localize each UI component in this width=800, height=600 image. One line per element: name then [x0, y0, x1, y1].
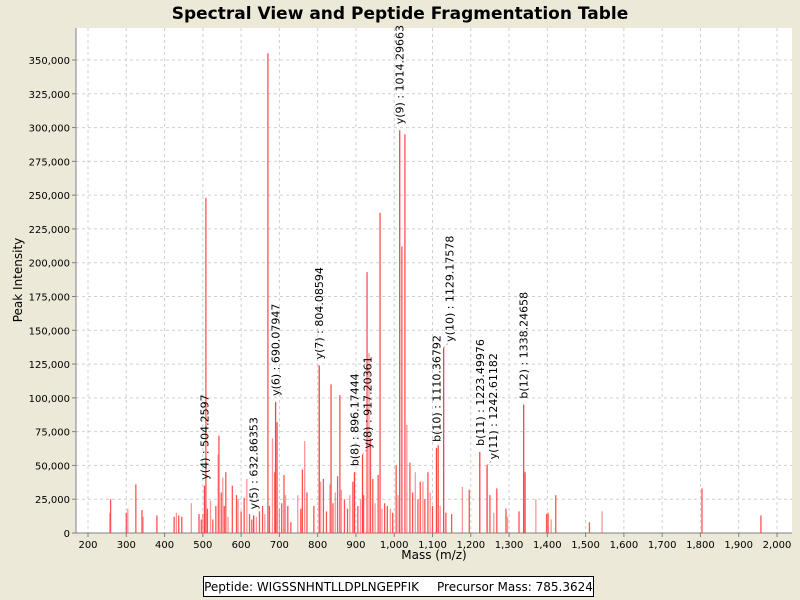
y-tick-label: 300,000	[29, 124, 70, 135]
y-tick-label: 225,000	[29, 225, 70, 236]
y-tick-label: 75,000	[35, 428, 70, 439]
x-tick-label: 1,900	[724, 540, 753, 551]
x-tick-label: 300	[117, 540, 136, 551]
x-tick-label: 900	[346, 540, 365, 551]
y-tick-label: 150,000	[29, 326, 70, 337]
x-axis-label: Mass (m/z)	[401, 548, 466, 562]
x-tick-label: 1,800	[686, 540, 715, 551]
x-tick-label: 400	[155, 540, 174, 551]
peptide-label: Peptide: WIGSSNHNTLLDPLNGEPFIK	[204, 579, 419, 594]
y-tick-label: 25,000	[35, 495, 70, 506]
x-tick-label: 1,700	[648, 540, 677, 551]
annotation-leader	[362, 448, 368, 455]
y-tick-label: 250,000	[29, 191, 70, 202]
x-tick-label: 1,000	[380, 540, 409, 551]
annotation-leader	[443, 341, 450, 349]
x-tick-label: 1,500	[571, 540, 600, 551]
peak-annotation: b(12) : 1338.24658	[518, 292, 531, 399]
peak-annotation: b(8) : 896.17444	[348, 373, 361, 466]
peak-annotation: y(10) : 1129.17578	[443, 236, 456, 342]
x-tick-label: 200	[78, 540, 97, 551]
peak-annotation: y(6) : 690.07947	[270, 304, 283, 396]
peak-annotation: y(8) : 917.20361	[361, 356, 374, 448]
annotation-leader	[486, 459, 494, 466]
peak-annotation: y(7) : 804.08594	[313, 267, 326, 359]
plot-area	[76, 28, 792, 533]
legend-box: Peptide: WIGSSNHNTLLDPLNGEPFIK Precursor…	[203, 576, 594, 597]
y-tick-label: 175,000	[29, 293, 70, 304]
precursor-mass-label: Precursor Mass: 785.3624	[437, 579, 593, 594]
x-tick-label: 500	[193, 540, 212, 551]
y-tick-label: 0	[64, 529, 70, 540]
peak-annotation: y(4) : 504.2597	[198, 394, 211, 479]
peak-annotation: b(10) : 1110.36792	[430, 335, 443, 442]
x-tick-label: 1,200	[456, 540, 485, 551]
y-tick-label: 350,000	[29, 56, 70, 67]
y-tick-label: 200,000	[29, 259, 70, 270]
y-tick-label: 275,000	[29, 157, 70, 168]
peak-annotation: b(11) : 1223.49976	[474, 339, 487, 446]
y-tick-label: 125,000	[29, 360, 70, 371]
peak-annotation: y(11) : 1242.61182	[487, 353, 500, 459]
y-axis-label: Peak Intensity	[11, 238, 25, 323]
y-tick-label: 50,000	[35, 461, 70, 472]
y-tick-label: 100,000	[29, 394, 70, 405]
x-tick-label: 1,600	[610, 540, 639, 551]
x-tick-label: 1,300	[495, 540, 524, 551]
x-tick-label: 600	[232, 540, 251, 551]
peak-annotation: y(9) : 1014.29663	[394, 25, 407, 124]
y-tick-label: 325,000	[29, 90, 70, 101]
chart-title: Spectral View and Peptide Fragmentation …	[171, 4, 629, 24]
x-tick-label: 800	[308, 540, 327, 551]
x-tick-label: 700	[270, 540, 289, 551]
x-tick-label: 2,000	[763, 540, 792, 551]
x-tick-label: 1,400	[533, 540, 562, 551]
peak-annotation: y(5) : 632.86353	[248, 417, 261, 509]
x-tick-label: 1,100	[418, 540, 447, 551]
